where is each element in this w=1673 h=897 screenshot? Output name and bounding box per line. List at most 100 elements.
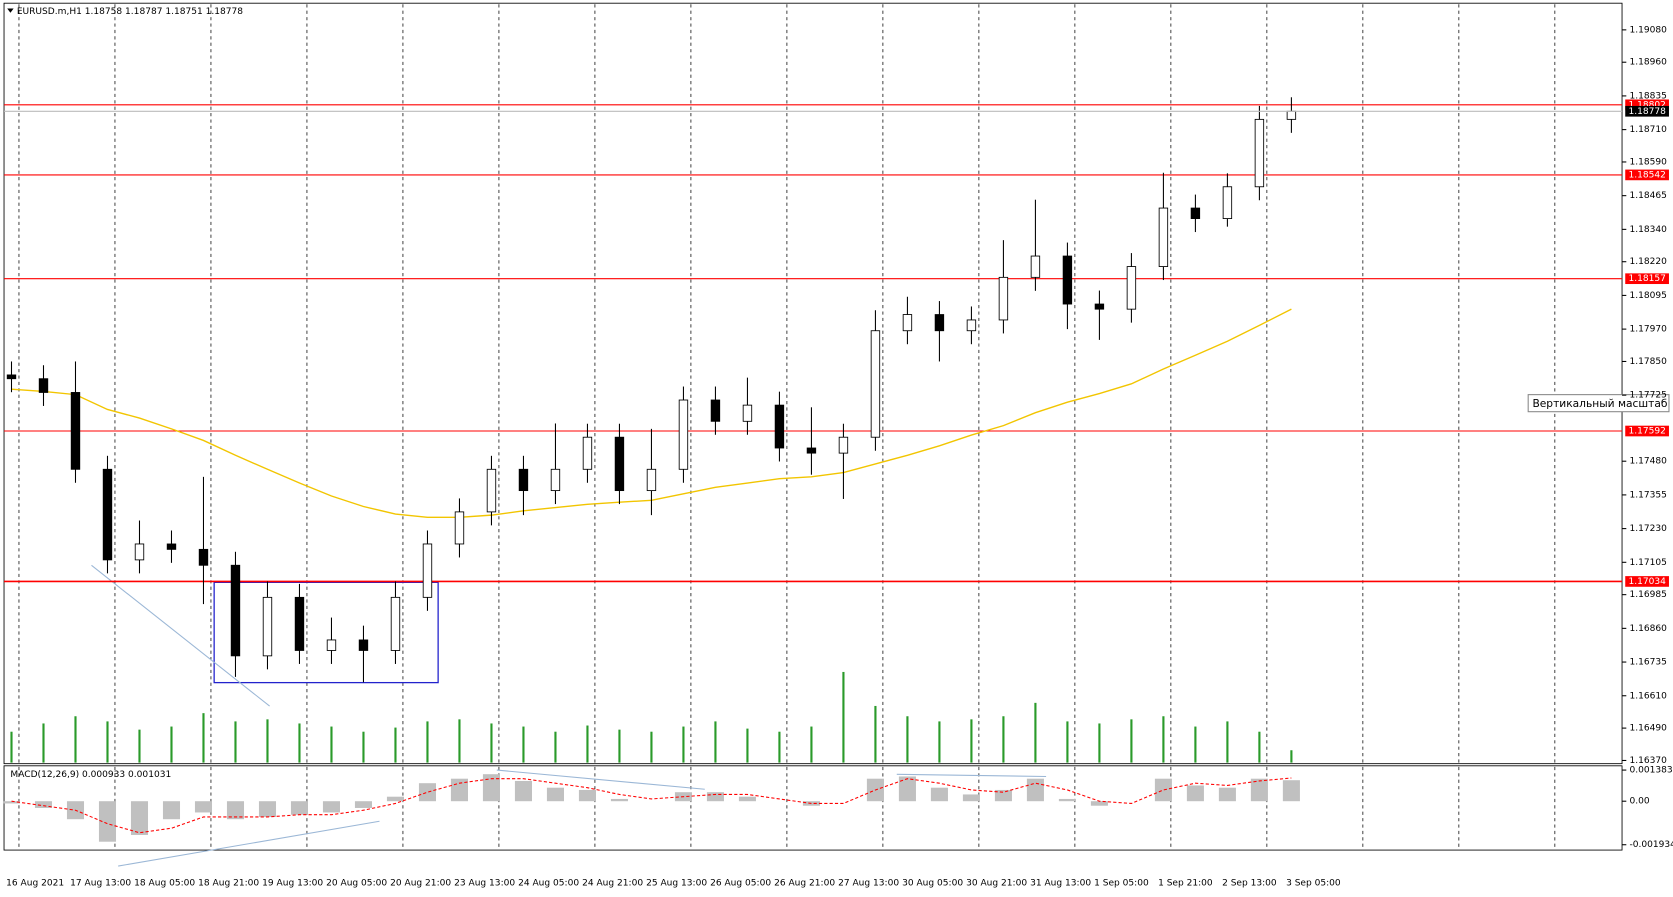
candle-body	[1030, 255, 1041, 278]
candle-body	[614, 436, 625, 492]
volume-bar	[906, 716, 909, 763]
candle-body	[230, 564, 241, 657]
candle-body	[198, 548, 209, 566]
candle-body	[1062, 255, 1073, 305]
candle-body	[966, 319, 977, 332]
macd-bar	[514, 780, 532, 802]
volume-bar	[170, 726, 173, 763]
tooltip-text: Вертикальный масштаб	[1532, 397, 1667, 410]
candle-body	[1158, 207, 1169, 267]
menu-arrow[interactable]	[7, 8, 14, 13]
volume-bar	[682, 726, 685, 763]
macd-bar	[354, 801, 373, 808]
candle-body	[166, 543, 177, 550]
candle-body	[582, 436, 593, 470]
macd-bar	[1218, 787, 1236, 802]
volume-bar	[618, 729, 621, 763]
y-tick-label: 1.16490	[1630, 724, 1668, 734]
macd-bar	[290, 801, 309, 815]
level-label: 1.17034	[1628, 577, 1666, 587]
volume-bar	[106, 721, 109, 763]
macd-trend-line	[896, 773, 1047, 778]
macd-bar	[546, 787, 564, 802]
y-tick-label: 1.18710	[1630, 125, 1668, 135]
candle-body	[262, 596, 273, 657]
level-tag	[1625, 169, 1669, 181]
macd-bar	[706, 792, 724, 802]
candle-body	[902, 314, 913, 332]
candle-body	[550, 468, 561, 492]
volume-bar	[778, 731, 781, 763]
volume-bar	[1098, 723, 1101, 763]
macd-bar	[98, 801, 117, 842]
macd-bar	[1282, 780, 1300, 802]
y-tick-label: 1.17850	[1630, 357, 1668, 367]
level-label: 1.17592	[1628, 427, 1665, 437]
x-tick-label: 25 Aug 13:00	[646, 879, 707, 889]
candle-body	[70, 392, 81, 470]
candle-body	[646, 468, 657, 492]
macd-bar	[2, 801, 21, 804]
volume-bar	[10, 731, 13, 763]
candle-body	[742, 404, 753, 422]
volume-bar	[202, 713, 205, 763]
volume-bar	[266, 719, 269, 763]
level-label: 1.18802	[1628, 100, 1665, 110]
candle-body	[1286, 110, 1297, 120]
candle-body	[454, 511, 465, 545]
macd-bar	[34, 801, 53, 808]
volume-bar	[1066, 721, 1069, 763]
volume-bar	[970, 719, 973, 763]
y-tick-label: 1.18095	[1630, 291, 1667, 301]
volume-bar	[1258, 731, 1261, 763]
y-tick-label: 1.16985	[1630, 590, 1667, 600]
y-tick-label: 1.17970	[1630, 325, 1668, 335]
y-tick-label: 1.16370	[1630, 756, 1668, 766]
candle-body	[1190, 207, 1201, 220]
tooltip	[1527, 394, 1670, 413]
y-tick-label: 1.19080	[1630, 25, 1668, 35]
x-tick-label: 30 Aug 21:00	[966, 879, 1027, 889]
macd-bar	[130, 801, 149, 835]
macd-bar	[1058, 798, 1076, 802]
y-tick-label: 1.18835	[1630, 91, 1667, 101]
macd-bar	[482, 774, 500, 802]
volume-bar	[42, 723, 45, 763]
x-tick-label: 26 Aug 05:00	[710, 879, 771, 889]
volume-bar	[650, 731, 653, 763]
macd-bar	[738, 796, 756, 802]
macd-bar	[1026, 778, 1044, 802]
x-tick-label: 18 Aug 21:00	[198, 879, 259, 889]
volume-bar	[394, 727, 397, 763]
x-tick-label: 26 Aug 21:00	[774, 879, 835, 889]
level-tag	[1625, 576, 1669, 587]
volume-bar	[138, 729, 141, 763]
x-tick-label: 20 Aug 21:00	[390, 879, 451, 889]
candle-body	[518, 468, 529, 492]
volume-bar	[490, 723, 493, 763]
volume-bar	[1162, 716, 1165, 763]
macd-bar	[226, 801, 245, 820]
candle-body	[326, 639, 337, 651]
macd-trend-line	[118, 820, 380, 867]
volume-bar	[874, 705, 877, 763]
macd-trend-line	[496, 769, 705, 790]
level-label: 1.18157	[1628, 274, 1665, 284]
candle-body	[358, 639, 369, 651]
macd-bar	[1186, 785, 1204, 802]
volume-bar	[234, 721, 237, 763]
candle-body	[422, 543, 433, 598]
x-tick-label: 1 Sep 05:00	[1094, 879, 1149, 889]
x-tick-label: 17 Aug 13:00	[70, 879, 131, 889]
volume-bar	[554, 731, 557, 763]
x-tick-label: 24 Aug 21:00	[582, 879, 643, 889]
volume-bar	[842, 671, 845, 763]
y-tick-label: 1.18340	[1630, 225, 1668, 235]
y-tick-label: 1.18590	[1630, 157, 1668, 167]
volume-bar	[586, 725, 589, 763]
volume-bar	[938, 721, 941, 763]
bid-label: 1.18778	[1628, 107, 1666, 117]
